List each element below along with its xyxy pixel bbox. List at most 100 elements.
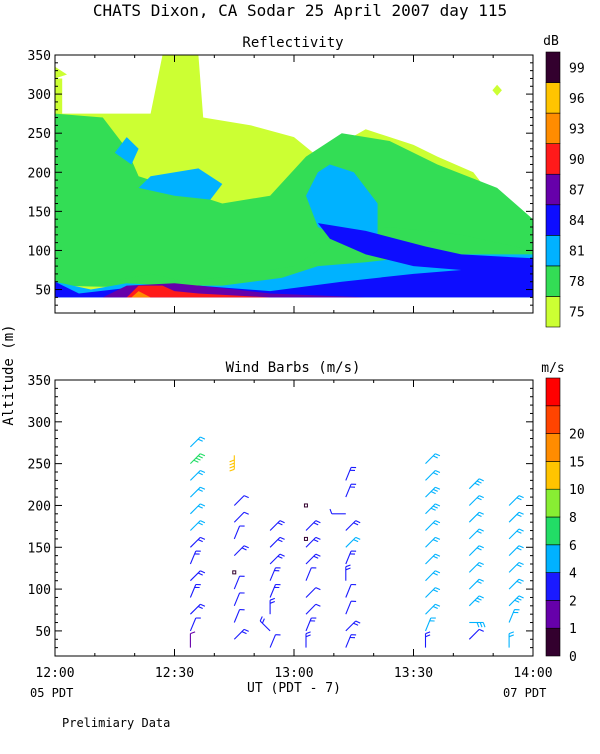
- wind-barb: [190, 551, 200, 564]
- wind-barbs-title: Wind Barbs (m/s): [226, 360, 361, 376]
- colorbar-box: [546, 517, 560, 545]
- wind-barb-feather: [477, 598, 482, 600]
- wind-barb-staff: [426, 454, 436, 464]
- colorbar-label: 0: [569, 650, 577, 665]
- wind-barb-feather: [519, 529, 524, 531]
- wind-barb-feather: [280, 521, 285, 523]
- wind-barb-staff: [234, 512, 244, 522]
- y-tick-label: 300: [28, 88, 51, 103]
- wind-barb-feather: [479, 496, 484, 498]
- wind-barb: [469, 546, 483, 556]
- wind-barb: [509, 529, 523, 539]
- calm-marker: [304, 504, 307, 507]
- wind-barb: [234, 526, 244, 539]
- wind-barb: [469, 623, 485, 628]
- wind-barb-feather: [433, 607, 438, 609]
- wind-barb-staff: [270, 635, 275, 648]
- wind-barb: [346, 585, 356, 598]
- wind-barb: [426, 454, 440, 464]
- wind-barb-staff: [346, 601, 351, 614]
- wind-barb: [330, 509, 346, 514]
- colorbar-label: 8: [569, 511, 577, 526]
- wind-barb-feather: [509, 635, 514, 637]
- colorbar-box: [546, 235, 560, 266]
- wind-barb-feather: [200, 537, 205, 539]
- colorbar-box: [546, 113, 560, 144]
- x-axis-label: UT (PDT - 7): [247, 681, 341, 696]
- wind-barb-staff: [306, 604, 316, 614]
- wind-barb: [190, 632, 195, 648]
- wind-barb-staff: [469, 496, 479, 506]
- wind-barb-feather: [477, 581, 482, 583]
- wind-barb: [306, 604, 320, 614]
- wind-barb: [234, 629, 248, 639]
- wind-barb-staff: [234, 526, 239, 539]
- wind-barb: [509, 512, 523, 522]
- colorbar-label: 10: [569, 483, 585, 498]
- wind-barb: [270, 635, 280, 648]
- x-tick-label: 12:00: [35, 666, 74, 681]
- wind-barb-feather: [483, 623, 485, 628]
- wind-barb: [346, 467, 356, 480]
- wind-barb-feather: [198, 439, 203, 441]
- wind-barb-staff: [509, 596, 519, 606]
- wind-barb-feather: [433, 506, 438, 508]
- wind-barb-feather: [198, 473, 203, 475]
- wind-barb: [469, 563, 483, 573]
- wind-barb-feather: [354, 540, 359, 542]
- wind-barb-feather: [200, 437, 205, 439]
- wind-barb: [190, 521, 205, 531]
- wind-barb-feather: [270, 598, 275, 600]
- wind-barb: [190, 454, 205, 464]
- wind-barb-staff: [190, 571, 200, 581]
- wind-barb: [190, 571, 205, 581]
- wind-barb-staff: [469, 479, 479, 489]
- wind-barb-feather: [479, 479, 484, 481]
- wind-barb-feather: [479, 512, 484, 514]
- wind-barb-feather: [278, 540, 283, 542]
- wind-barb-feather: [515, 600, 520, 602]
- wind-barb-feather: [479, 546, 484, 548]
- wind-barb: [509, 546, 523, 556]
- wind-barb-staff: [190, 504, 200, 514]
- wind-barb: [346, 484, 356, 497]
- wind-barb-feather: [316, 537, 321, 539]
- wind-barb: [469, 579, 483, 589]
- wind-barb-feather: [196, 458, 201, 460]
- wind-barb: [234, 610, 244, 623]
- wind-barb-staff: [346, 551, 351, 564]
- wind-barb-feather: [200, 604, 205, 606]
- wind-barb-feather: [314, 540, 319, 542]
- wind-colorbar-label: m/s: [541, 361, 564, 376]
- wind-barb: [306, 618, 316, 631]
- wind-barb-feather: [198, 489, 203, 491]
- wind-barb-staff: [270, 537, 280, 547]
- y-tick-label: 300: [28, 416, 51, 431]
- wind-barb-feather: [316, 588, 321, 590]
- wind-barb: [234, 496, 248, 506]
- colorbar-box: [546, 600, 560, 628]
- wind-barb-staff: [509, 610, 514, 623]
- wind-barb-feather: [519, 563, 524, 565]
- wind-barb-feather: [200, 471, 205, 473]
- wind-barb-feather: [475, 483, 480, 485]
- wind-barb-feather: [230, 466, 235, 468]
- wind-barb-feather: [346, 565, 351, 567]
- wind-barb-feather: [190, 632, 195, 634]
- wind-barb-staff: [234, 629, 244, 639]
- wind-barb-staff: [469, 563, 479, 573]
- wind-barb: [190, 537, 205, 547]
- wind-barb-staff: [190, 585, 195, 598]
- wind-barb-staff: [260, 621, 270, 631]
- wind-barb-feather: [354, 523, 359, 525]
- wind-barb-staff: [190, 471, 200, 481]
- wind-barb-feather: [200, 571, 205, 573]
- wind-barb-staff: [426, 537, 436, 547]
- wind-barb: [306, 537, 320, 547]
- wind-frame: [55, 380, 533, 656]
- wind-barb: [469, 596, 483, 606]
- wind-barb-feather: [262, 619, 264, 624]
- wind-barb-feather: [435, 454, 440, 456]
